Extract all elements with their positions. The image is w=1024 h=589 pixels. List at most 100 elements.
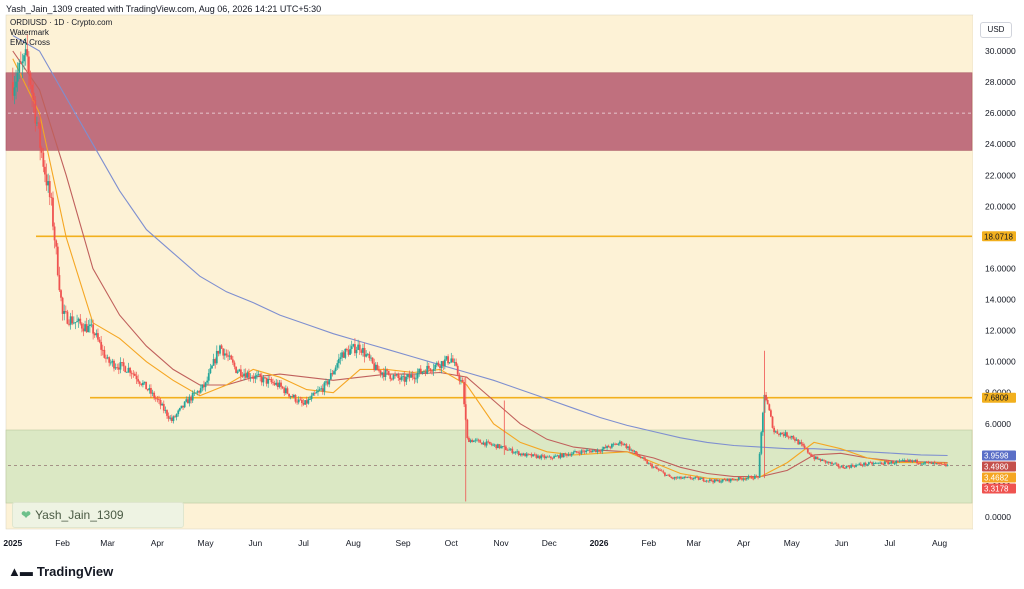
candle-body xyxy=(612,443,615,445)
candle-body xyxy=(540,455,543,459)
candle-body xyxy=(484,442,486,446)
candle-body xyxy=(837,464,840,467)
candle-body xyxy=(929,462,931,464)
candle-body xyxy=(541,455,544,457)
candle-body xyxy=(236,371,239,373)
candle-body xyxy=(667,474,670,476)
candle-body xyxy=(405,376,408,382)
candle-body xyxy=(835,463,838,465)
candle-body xyxy=(164,410,167,411)
candle-body xyxy=(193,392,196,394)
candle-body xyxy=(288,393,290,397)
candle-body xyxy=(408,374,411,378)
candle-body xyxy=(601,448,604,452)
indicator-ema-cross-label[interactable]: EMA Cross xyxy=(10,38,51,47)
candle-body xyxy=(146,389,149,391)
candle-body xyxy=(341,352,343,358)
candle-body xyxy=(834,463,837,465)
candle-body xyxy=(320,388,323,390)
candle-body xyxy=(79,318,82,324)
candle-body xyxy=(935,463,938,465)
candle-body xyxy=(569,454,572,456)
candle-body xyxy=(635,451,637,454)
candle-body xyxy=(800,442,803,444)
candle-body xyxy=(513,452,515,454)
candle-body xyxy=(710,479,713,481)
x-tick-label: Mar xyxy=(686,538,701,548)
candle-body xyxy=(145,381,148,390)
y-tick-label: 28.0000 xyxy=(985,77,1016,87)
candle-body xyxy=(60,290,62,298)
candle-body xyxy=(37,122,40,124)
candle-body xyxy=(278,382,281,388)
candle-body xyxy=(771,416,774,428)
symbol-label[interactable]: ORDIUSD · 1D · Crypto.com xyxy=(10,18,113,27)
tradingview-logo[interactable]: ▲▬ TradingView xyxy=(8,564,113,579)
candle-body xyxy=(447,356,449,364)
candle-body xyxy=(280,382,282,387)
candle-body xyxy=(647,463,650,465)
candle-body xyxy=(594,449,597,453)
candle-body xyxy=(879,462,882,464)
candle-body xyxy=(826,461,829,463)
candle-body xyxy=(133,373,136,376)
candle-body xyxy=(55,240,58,247)
candle-body xyxy=(39,123,42,148)
candle-body xyxy=(119,362,122,370)
candle-body xyxy=(652,466,655,468)
candle-body xyxy=(435,362,438,365)
y-tick-label: 30.0000 xyxy=(985,46,1016,56)
candle-body xyxy=(434,364,437,370)
x-tick-label: Jun xyxy=(835,538,849,548)
candle-body xyxy=(249,377,252,379)
candle-body xyxy=(794,438,796,441)
candle-body xyxy=(201,384,204,389)
candle-body xyxy=(209,368,212,374)
x-tick-label: Oct xyxy=(445,538,459,548)
candle-body xyxy=(69,316,72,325)
candle-body xyxy=(129,367,131,373)
candle-body xyxy=(53,226,56,241)
candle-body xyxy=(577,452,580,454)
candle-body xyxy=(725,479,727,481)
candle-body xyxy=(252,377,255,379)
candle-body xyxy=(137,379,139,382)
candle-body xyxy=(855,464,857,467)
candle-body xyxy=(553,456,555,459)
candle-body xyxy=(530,454,533,457)
candle-body xyxy=(814,456,817,460)
candle-body xyxy=(903,460,906,461)
candle-body xyxy=(625,444,628,448)
candle-body xyxy=(570,453,573,456)
candle-body xyxy=(745,478,748,480)
candle-body xyxy=(504,446,507,451)
candle-body xyxy=(47,181,50,186)
candle-body xyxy=(792,435,795,439)
candle-body xyxy=(230,355,233,360)
candle-body xyxy=(362,347,364,353)
candle-body xyxy=(431,370,433,372)
indicator-watermark-label[interactable]: Watermark xyxy=(10,28,49,37)
x-tick-label: 2025 xyxy=(3,538,22,548)
candle-body xyxy=(214,359,217,364)
candle-body xyxy=(670,476,673,478)
candle-body xyxy=(344,348,347,358)
candle-body xyxy=(100,341,103,350)
candle-body xyxy=(604,447,607,448)
currency-button[interactable]: USD xyxy=(980,22,1012,38)
candle-body xyxy=(138,381,141,384)
candle-body xyxy=(561,453,564,458)
candle-body xyxy=(755,475,758,477)
candle-body xyxy=(810,454,812,457)
candle-body xyxy=(607,445,610,448)
candle-body xyxy=(602,447,605,449)
candle-body xyxy=(365,354,368,357)
price-tag-label: 7.6809 xyxy=(984,394,1009,403)
candle-body xyxy=(268,378,271,380)
candle-body xyxy=(638,455,641,457)
candle-body xyxy=(487,441,490,443)
candle-body xyxy=(159,399,162,406)
candle-body xyxy=(768,404,771,411)
candle-body xyxy=(896,461,899,462)
